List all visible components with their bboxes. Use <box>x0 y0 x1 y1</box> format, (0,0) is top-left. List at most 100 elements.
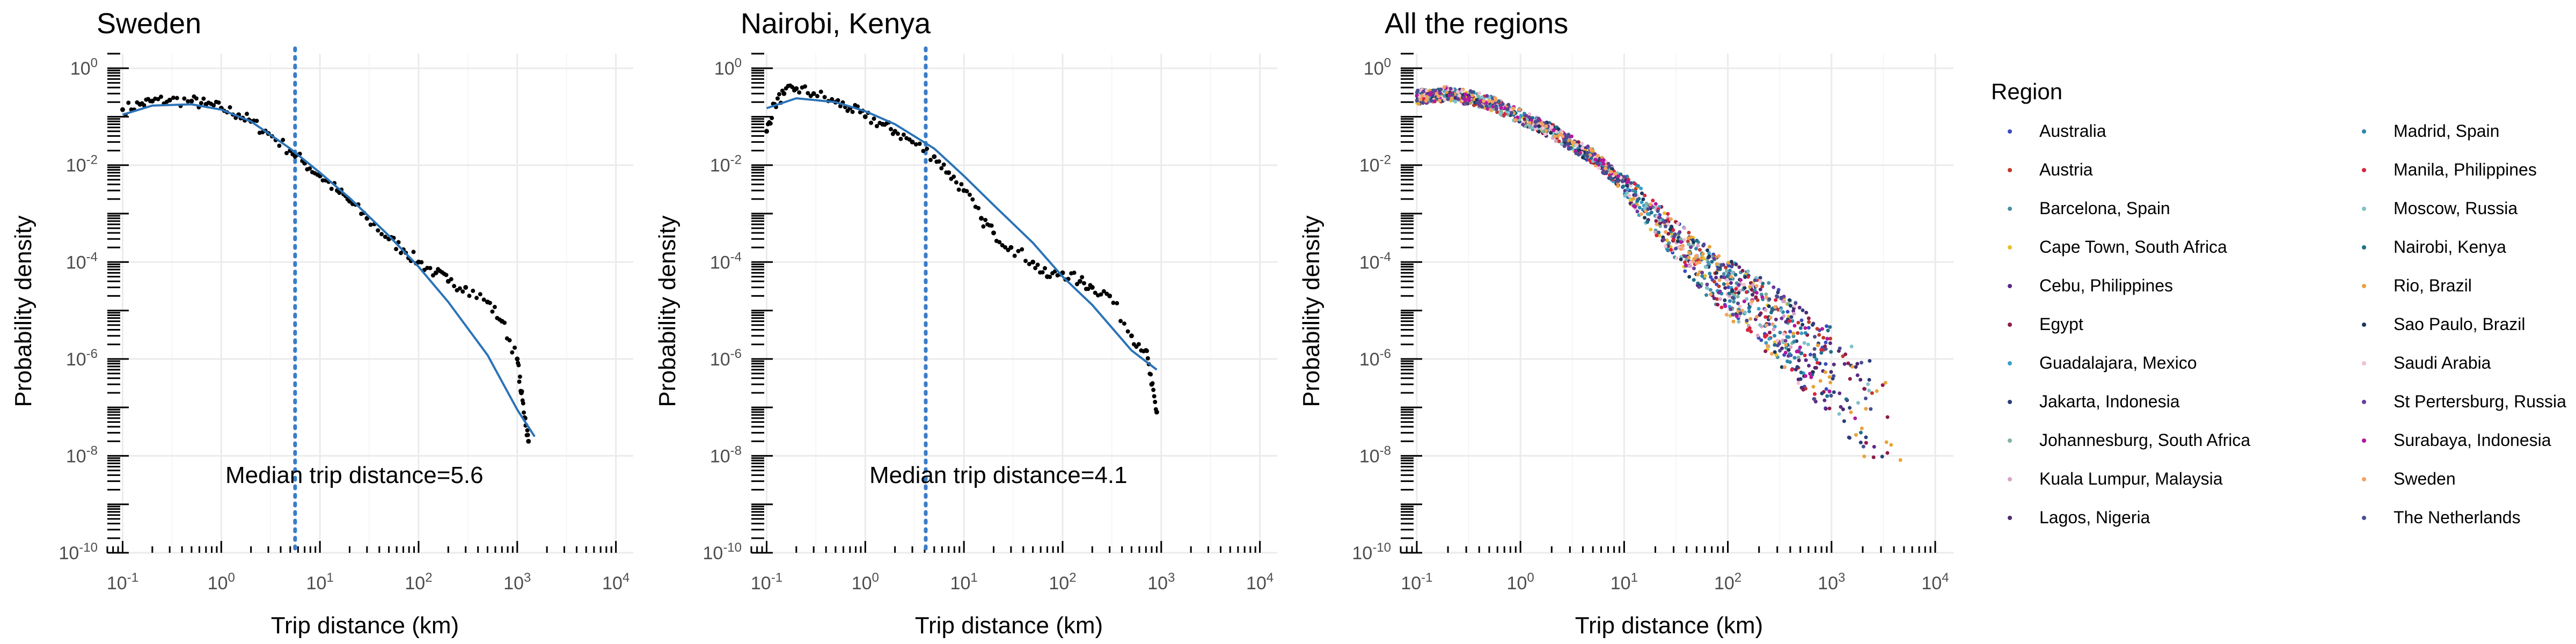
data-point <box>1789 315 1794 319</box>
data-point <box>1554 130 1558 134</box>
data-point <box>1858 441 1863 445</box>
data-point <box>244 112 249 116</box>
data-point <box>1815 327 1819 331</box>
data-point <box>1774 298 1778 302</box>
data-point <box>1811 323 1815 327</box>
data-point <box>1626 184 1630 188</box>
data-point <box>1074 282 1079 287</box>
legend-label: Guadalajara, Mexico <box>2039 353 2197 372</box>
data-point <box>1812 397 1816 401</box>
data-point <box>1564 135 1569 140</box>
data-point <box>1666 248 1670 253</box>
legend-label: Madrid, Spain <box>2394 121 2499 141</box>
series-cebu-philippines <box>1416 88 1876 449</box>
data-point <box>460 289 465 294</box>
tick-label: 100 <box>1364 56 1391 79</box>
data-point <box>1792 304 1797 308</box>
data-point <box>1784 346 1788 350</box>
data-point <box>526 438 531 444</box>
data-point <box>1589 147 1593 151</box>
data-point <box>1080 275 1085 280</box>
data-point <box>1862 387 1867 391</box>
data-point <box>1764 292 1768 296</box>
data-point <box>1751 292 1755 297</box>
data-point <box>1696 273 1700 277</box>
data-point <box>1657 230 1661 235</box>
data-point <box>1463 92 1468 97</box>
data-point <box>1521 122 1525 127</box>
data-point <box>449 277 453 282</box>
data-point <box>1668 247 1673 252</box>
data-point <box>1511 106 1516 111</box>
data-point <box>964 189 969 194</box>
data-point <box>1620 179 1624 184</box>
data-point <box>1653 202 1658 206</box>
data-point <box>522 410 526 415</box>
series-jakarta-indonesia <box>1415 87 1884 459</box>
data-point <box>1796 377 1801 382</box>
data-point <box>1480 95 1484 99</box>
data-point <box>1662 211 1666 215</box>
legend-key <box>2362 438 2366 443</box>
data-point <box>1884 440 1889 444</box>
data-point <box>1750 299 1754 303</box>
data-point <box>1827 406 1832 411</box>
data-point <box>1740 269 1745 273</box>
tick-label: 10-8 <box>1359 443 1391 466</box>
data-point <box>1565 142 1570 146</box>
data-point <box>1763 335 1767 339</box>
data-point <box>1674 246 1678 251</box>
tick-label: 100 <box>714 56 742 79</box>
data-point <box>120 107 125 112</box>
data-point <box>1737 320 1741 324</box>
data-point <box>1734 262 1738 267</box>
data-point <box>1797 305 1802 310</box>
data-point <box>1673 233 1677 237</box>
data-point <box>1469 90 1474 94</box>
data-point <box>1727 291 1731 296</box>
median-annotation: Median trip distance=4.1 <box>869 462 1128 488</box>
tick-label: 100 <box>1507 570 1534 594</box>
data-point <box>1093 290 1097 295</box>
data-point <box>1779 308 1783 312</box>
data-point <box>1848 377 1852 381</box>
data-point <box>1799 385 1804 390</box>
data-point <box>1760 284 1765 289</box>
data-point <box>1841 354 1845 358</box>
data-point <box>1595 161 1599 165</box>
data-point <box>1725 269 1729 273</box>
data-point <box>1554 139 1558 143</box>
data-point <box>1558 132 1563 136</box>
legend-key <box>2008 400 2012 404</box>
data-point <box>932 154 937 159</box>
tick-label: 102 <box>1714 570 1741 594</box>
data-point <box>921 149 926 153</box>
data-point <box>1724 312 1729 317</box>
data-point <box>1719 305 1724 310</box>
data-point <box>1649 210 1653 215</box>
data-point <box>1779 296 1783 301</box>
data-point <box>1849 410 1853 414</box>
data-point <box>1880 455 1884 459</box>
data-point <box>1709 275 1713 279</box>
data-point <box>1616 174 1620 178</box>
data-point <box>1813 334 1817 339</box>
data-point <box>1825 336 1829 341</box>
data-point <box>1701 252 1705 256</box>
data-point <box>1757 306 1761 311</box>
data-point <box>1773 343 1777 347</box>
data-point <box>201 96 206 101</box>
data-point <box>1494 104 1498 108</box>
data-point <box>1774 353 1779 357</box>
data-point <box>1860 361 1864 365</box>
data-point <box>1560 142 1564 146</box>
data-point <box>1774 317 1778 321</box>
data-point <box>1821 335 1826 340</box>
data-point <box>419 260 424 265</box>
data-point <box>1783 339 1788 343</box>
data-point <box>1633 193 1637 197</box>
data-point <box>1797 358 1801 363</box>
data-point <box>1798 345 1802 349</box>
data-point <box>1730 289 1734 293</box>
data-point <box>1714 275 1718 280</box>
